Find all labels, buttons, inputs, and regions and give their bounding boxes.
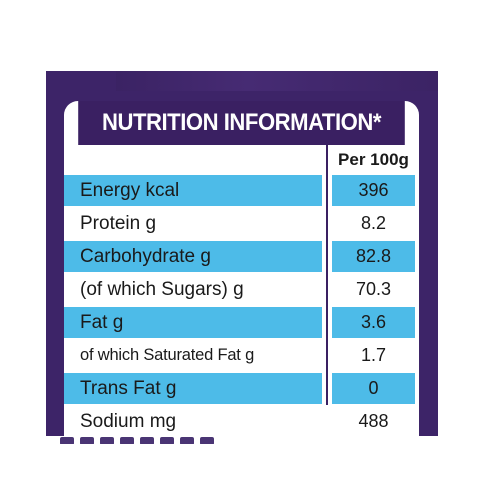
row-label: Sodium mg	[80, 410, 177, 432]
nutrition-table: Per 100g Energy kcal 396 Protein g 8.2 C…	[64, 145, 419, 436]
row-value: 3.6	[332, 307, 415, 338]
table-row-carbohydrate: Carbohydrate g 82.8	[64, 241, 419, 272]
table-row-sugars: (of which Sugars) g 70.3	[64, 274, 419, 305]
row-label: Fat g	[64, 307, 322, 338]
column-divider	[326, 145, 328, 405]
row-value: 1.7	[360, 345, 387, 365]
row-value: 396	[332, 175, 415, 206]
table-row-trans-fat: Trans Fat g 0	[64, 373, 419, 404]
row-value: 0	[332, 373, 415, 404]
row-label: Carbohydrate g	[64, 241, 322, 272]
row-label: Trans Fat g	[64, 373, 322, 404]
nutrition-title: NUTRITION INFORMATION*	[78, 101, 405, 145]
row-label: of which Saturated Fat g	[80, 346, 255, 364]
row-label: Energy kcal	[64, 175, 322, 206]
column-header-per-100g: Per 100g	[338, 150, 409, 169]
row-label: (of which Sugars) g	[80, 278, 244, 300]
table-row-fat: Fat g 3.6	[64, 307, 419, 338]
row-value: 82.8	[332, 241, 415, 272]
row-value: 70.3	[355, 279, 392, 299]
table-row-sodium: Sodium mg 488	[64, 406, 419, 436]
table-header-row: Per 100g	[64, 145, 419, 175]
table-row-energy: Energy kcal 396	[64, 175, 419, 206]
packaging-background: NUTRITION INFORMATION* Per 100g Energy k…	[46, 71, 438, 436]
cropped-packaging-text	[60, 432, 260, 444]
row-value: 488	[358, 411, 389, 431]
row-value: 8.2	[360, 213, 387, 233]
packaging-edge	[116, 71, 438, 91]
row-label: Protein g	[80, 212, 157, 234]
table-row-protein: Protein g 8.2	[64, 208, 419, 239]
table-row-saturated-fat: of which Saturated Fat g 1.7	[64, 340, 419, 371]
nutrition-panel: NUTRITION INFORMATION* Per 100g Energy k…	[64, 101, 419, 436]
